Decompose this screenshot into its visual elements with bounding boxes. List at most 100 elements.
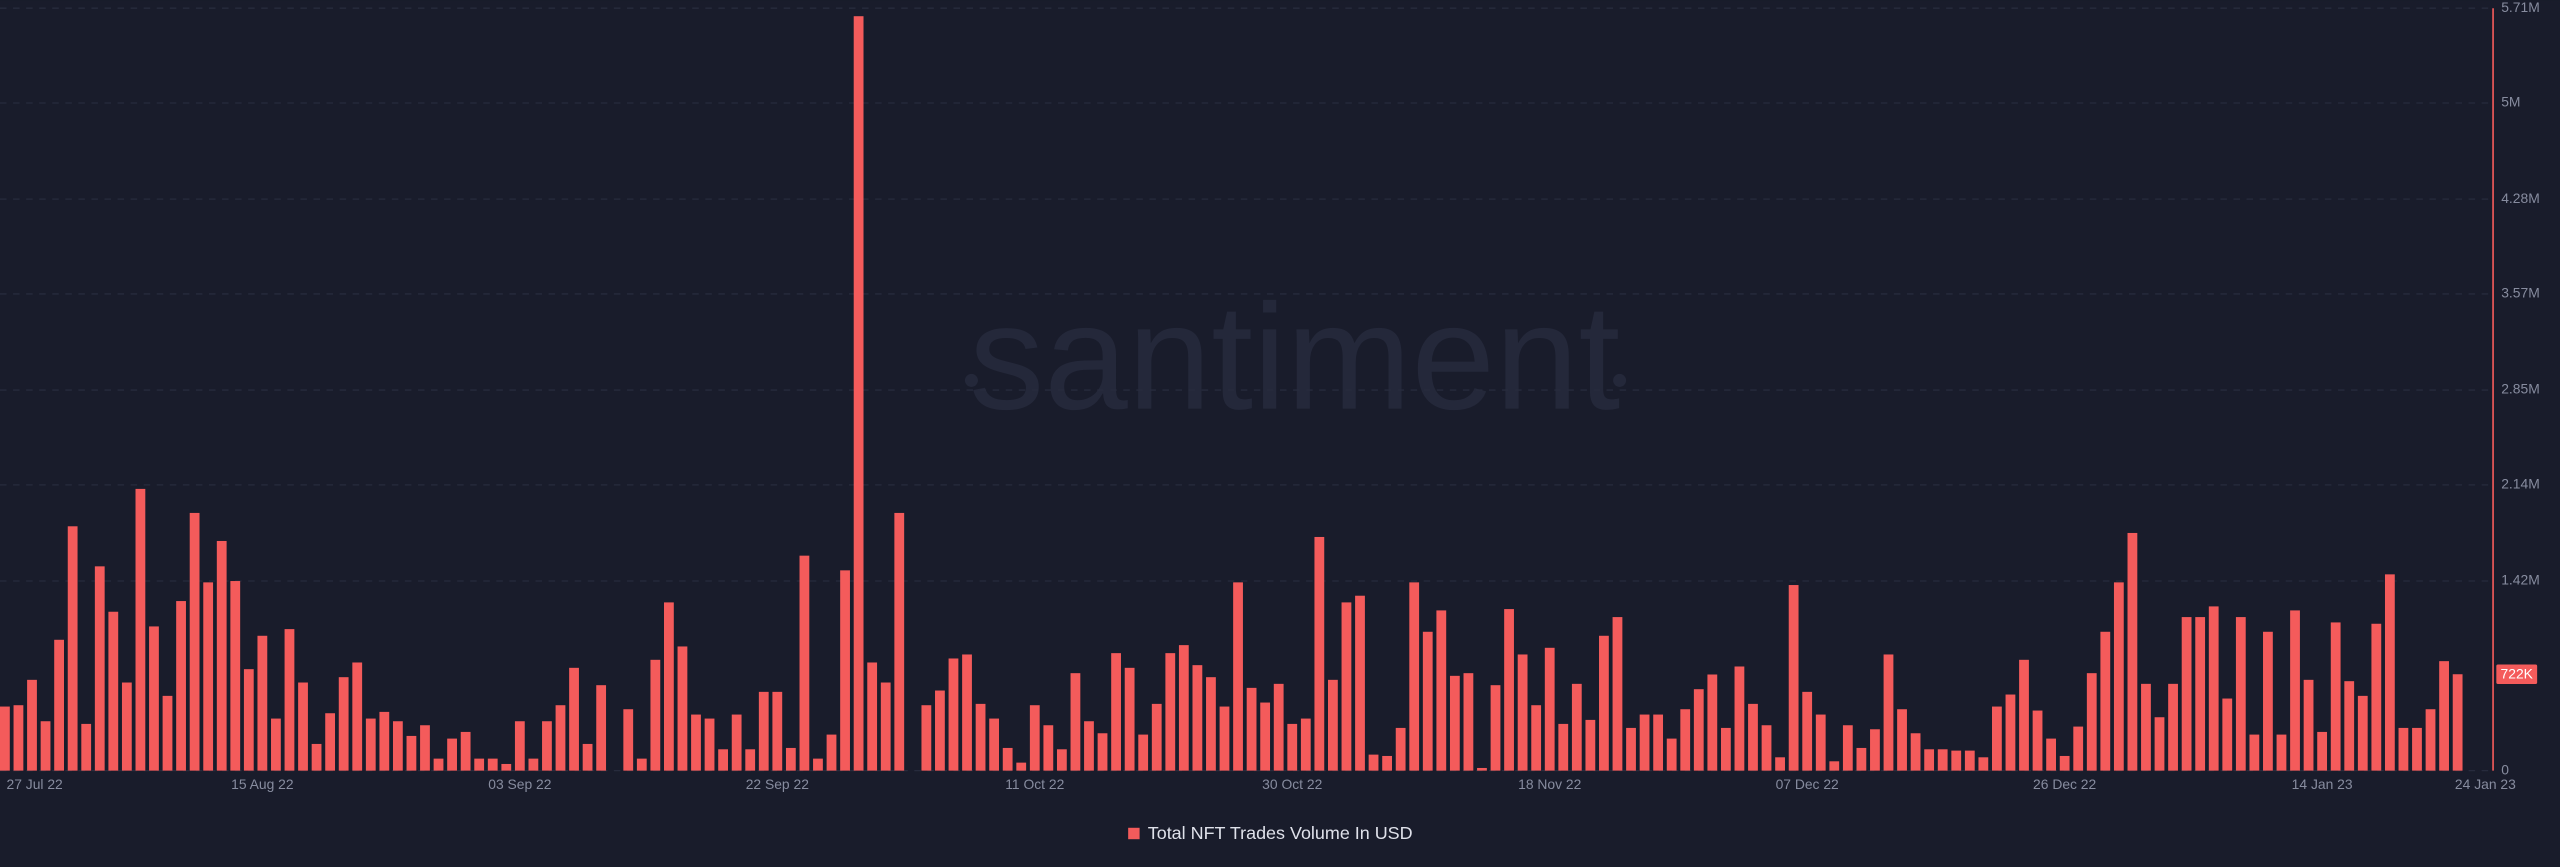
bar bbox=[2371, 623, 2382, 771]
bar bbox=[962, 654, 972, 771]
bar bbox=[2344, 681, 2355, 771]
bar bbox=[162, 695, 173, 771]
bar bbox=[989, 718, 1000, 771]
bar bbox=[1070, 673, 1081, 771]
bar bbox=[474, 758, 485, 771]
bar bbox=[2127, 532, 2138, 771]
bar bbox=[392, 721, 403, 771]
bar bbox=[664, 602, 674, 771]
bar bbox=[2154, 717, 2165, 771]
legend-label: Total NFT Trades Volume In USD bbox=[1148, 823, 1413, 843]
bar bbox=[1883, 654, 1894, 771]
bar bbox=[94, 566, 105, 771]
bar bbox=[636, 758, 647, 771]
bar bbox=[2073, 726, 2084, 771]
bar bbox=[2263, 631, 2273, 771]
bar bbox=[2059, 755, 2070, 771]
bar bbox=[1368, 754, 1379, 771]
x-tick-label: 18 Nov 22 bbox=[1518, 776, 1581, 792]
bar bbox=[745, 749, 756, 771]
bar bbox=[1585, 719, 1596, 771]
bar bbox=[1029, 705, 1040, 771]
y-tick-label: 0 bbox=[2501, 761, 2509, 777]
bar bbox=[1273, 683, 1284, 771]
bar bbox=[2357, 695, 2368, 771]
bar bbox=[1314, 536, 1325, 771]
bar bbox=[840, 570, 850, 771]
bar bbox=[1680, 709, 1691, 771]
bar bbox=[1802, 691, 1813, 771]
bar bbox=[528, 758, 539, 771]
bar bbox=[271, 718, 281, 771]
bar bbox=[1260, 702, 1271, 771]
x-tick-label: 30 Oct 22 bbox=[1262, 776, 1322, 792]
bar bbox=[1192, 665, 1203, 771]
y-tick-label: 5M bbox=[2501, 94, 2520, 110]
bar bbox=[1856, 747, 1867, 771]
bar bbox=[1951, 750, 1962, 771]
bar bbox=[1910, 733, 1921, 771]
bar bbox=[704, 718, 715, 771]
bar bbox=[67, 526, 78, 771]
bar bbox=[813, 758, 823, 771]
bar bbox=[2452, 674, 2463, 771]
bar bbox=[1775, 757, 1785, 771]
bar bbox=[1477, 767, 1487, 771]
bar bbox=[2195, 617, 2206, 771]
bar bbox=[2439, 661, 2449, 771]
bar bbox=[1599, 635, 1609, 771]
bar bbox=[460, 731, 471, 771]
bar bbox=[1531, 705, 1542, 771]
x-tick-label: 27 Jul 22 bbox=[7, 776, 64, 792]
bar bbox=[975, 703, 986, 771]
bar bbox=[691, 714, 701, 771]
bar bbox=[2168, 683, 2178, 771]
bar bbox=[650, 659, 661, 771]
bar bbox=[108, 611, 119, 771]
bar bbox=[1490, 685, 1501, 771]
bar bbox=[935, 690, 945, 771]
bar bbox=[1666, 738, 1677, 771]
bar bbox=[1815, 714, 1826, 771]
bar bbox=[2181, 617, 2192, 771]
bar bbox=[298, 682, 308, 771]
x-tick-label: 15 Aug 22 bbox=[231, 776, 294, 792]
y-tick-label: 4.28M bbox=[2501, 190, 2540, 206]
bar bbox=[2398, 727, 2409, 771]
legend-swatch bbox=[1128, 827, 1140, 840]
x-tick-label: 14 Jan 23 bbox=[2292, 776, 2353, 792]
y-tick-label: 2.14M bbox=[2501, 476, 2540, 492]
bar bbox=[352, 662, 363, 771]
bar bbox=[826, 734, 837, 771]
bar bbox=[1937, 749, 1948, 771]
bar bbox=[1138, 734, 1149, 771]
bar bbox=[1246, 687, 1257, 771]
bar bbox=[216, 540, 227, 771]
bar bbox=[1151, 703, 1162, 771]
bar bbox=[1693, 689, 1704, 771]
bar bbox=[718, 749, 728, 771]
x-tick-label: 24 Jan 23 bbox=[2455, 776, 2516, 792]
bar bbox=[203, 582, 214, 771]
bar bbox=[1124, 667, 1135, 771]
bar bbox=[555, 705, 566, 771]
bar bbox=[1233, 582, 1243, 771]
bar bbox=[1842, 725, 1853, 771]
bar bbox=[1043, 725, 1054, 771]
bar bbox=[1287, 723, 1298, 771]
bar bbox=[1422, 631, 1433, 771]
bar bbox=[2290, 610, 2300, 771]
watermark-dot bbox=[964, 373, 978, 387]
bar bbox=[1449, 675, 1460, 771]
bar bbox=[731, 714, 742, 771]
bar bbox=[1720, 727, 1731, 771]
bar bbox=[2425, 709, 2436, 771]
bar bbox=[1002, 747, 1013, 771]
bar bbox=[894, 512, 905, 771]
bar bbox=[1626, 727, 1636, 771]
bar bbox=[379, 711, 390, 771]
bar bbox=[2032, 710, 2043, 771]
bar bbox=[501, 763, 512, 771]
bar bbox=[1056, 749, 1067, 771]
bar bbox=[514, 721, 525, 771]
